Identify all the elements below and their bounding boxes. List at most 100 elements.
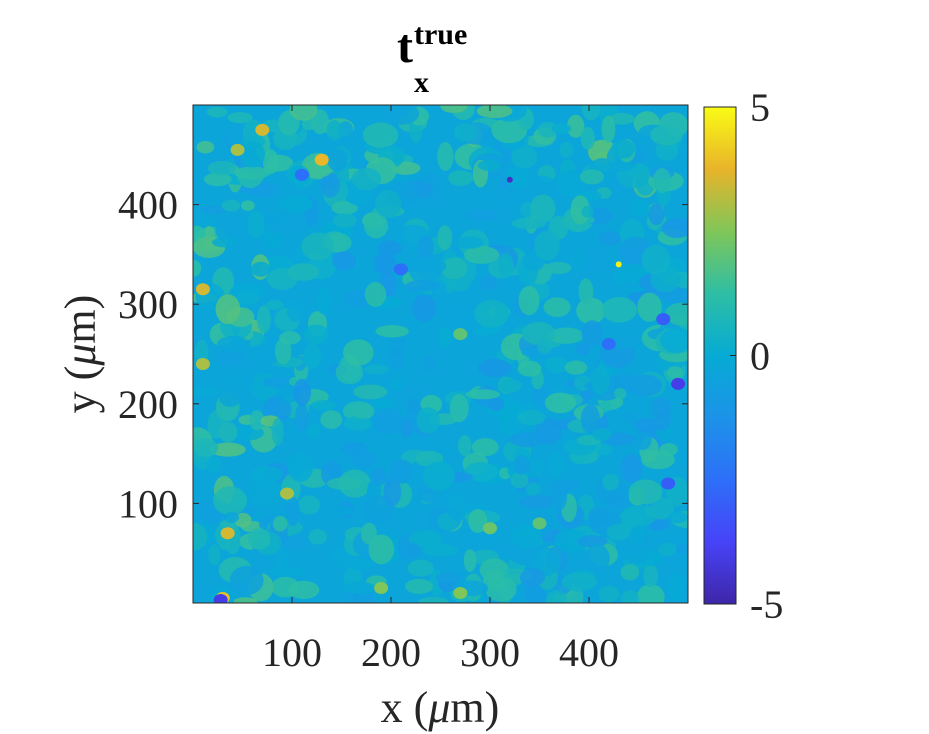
heatmap-cell — [485, 577, 517, 602]
heatmap-spot — [615, 261, 622, 268]
heatmap-cell — [251, 261, 271, 277]
heatmap-cell — [240, 141, 266, 168]
heatmap-cell — [390, 377, 403, 391]
heatmap-cell — [339, 594, 354, 603]
heatmap-cell — [256, 305, 271, 334]
y-tick-label: 200 — [118, 382, 178, 427]
heatmap-cell — [650, 124, 683, 146]
heatmap-cell — [545, 590, 568, 603]
heatmap-cell — [351, 403, 372, 419]
heatmap-cell — [511, 145, 538, 169]
heatmap-cell — [623, 543, 649, 565]
heatmap-cell — [279, 331, 301, 345]
heatmap-spot — [374, 582, 389, 595]
heatmap-cell — [193, 259, 202, 277]
heatmap-cell — [539, 105, 566, 121]
heatmap-cell — [660, 327, 688, 354]
heatmap-cell — [271, 418, 284, 446]
heatmap-cell — [416, 407, 440, 434]
heatmap-cell — [659, 443, 678, 457]
y-tick-label: 300 — [118, 282, 178, 327]
heatmap-cell — [343, 339, 374, 366]
heatmap-cell — [538, 121, 558, 138]
heatmap-spot — [661, 477, 676, 490]
heatmap-cell — [193, 438, 219, 458]
colorbar-ticks: 5 0 -5 — [730, 85, 783, 627]
heatmap-cell — [551, 483, 568, 511]
heatmap-cell — [534, 230, 560, 261]
heatmap-cell — [581, 105, 601, 121]
heatmap-cell — [206, 106, 228, 118]
heatmap-cell — [363, 364, 389, 375]
heatmap-cell — [422, 544, 459, 557]
heatmap-cell — [304, 324, 329, 345]
heatmap-cell — [221, 199, 241, 212]
heatmap-cell — [301, 232, 335, 261]
heatmap-cell — [561, 572, 597, 592]
heatmap-spot — [195, 357, 210, 370]
heatmap-cell — [655, 409, 672, 431]
heatmap-cell — [241, 200, 255, 211]
heatmap-cell — [448, 170, 473, 186]
heatmap-cell — [316, 287, 332, 315]
title-superscript: true — [414, 18, 467, 51]
heatmap-cell — [641, 244, 671, 275]
chart-title: t true x — [397, 18, 467, 99]
heatmap-cell — [218, 388, 242, 407]
heatmap-cell — [212, 237, 239, 248]
heatmap-cell — [384, 105, 420, 125]
heatmap-spot — [230, 143, 245, 156]
heatmap-cell — [537, 339, 553, 354]
x-tick-label: 100 — [262, 630, 322, 675]
x-tick-label: 400 — [559, 630, 619, 675]
heatmap-cell — [249, 284, 263, 297]
heatmap-cell — [544, 392, 577, 414]
heatmap-spot — [483, 522, 497, 535]
heatmap-cell — [667, 573, 685, 601]
heatmap-cell — [262, 149, 279, 175]
heatmap-cell — [478, 358, 512, 378]
heatmap-cell — [497, 253, 514, 279]
heatmap-cell — [598, 585, 620, 603]
heatmap-cell — [333, 213, 357, 228]
heatmap-cell — [193, 523, 208, 551]
heatmap-cell — [643, 564, 658, 588]
heatmap-cell — [453, 123, 478, 142]
heatmap-cell — [405, 280, 439, 292]
heatmap-spot — [255, 123, 270, 136]
heatmap-cell — [383, 477, 402, 507]
heatmap-cell — [295, 402, 309, 432]
heatmap-cell — [405, 434, 423, 449]
heatmap-cell — [455, 236, 484, 249]
x-axis-label: x (μm) — [381, 683, 500, 732]
heatmap-cell — [418, 596, 449, 603]
heatmap-cell — [343, 416, 372, 431]
heatmap-cell — [215, 294, 241, 325]
heatmap-cell — [446, 492, 468, 522]
heatmap-cell — [375, 325, 409, 338]
x-tick-label: 200 — [361, 630, 421, 675]
heatmap-cell — [326, 477, 362, 490]
heatmap-cell — [264, 209, 288, 234]
heatmap-spot — [601, 338, 616, 351]
heatmap-cell — [371, 467, 387, 486]
heatmap-cell — [535, 418, 562, 445]
heatmap-cell — [655, 140, 679, 161]
heatmap-cell — [668, 511, 688, 524]
heatmap-cell — [525, 482, 541, 496]
heatmap-cell — [476, 105, 513, 119]
heatmap-spot — [213, 594, 228, 603]
heatmap-cell — [285, 496, 300, 527]
colorbar-tick-label: -5 — [750, 582, 783, 627]
heatmap-cell — [519, 568, 545, 587]
heatmap-spot — [294, 168, 309, 181]
heatmap-cell — [568, 250, 587, 269]
heatmap-cell — [581, 320, 603, 347]
heatmap-cell — [412, 294, 437, 322]
heatmap-cell — [493, 188, 519, 210]
heatmap-cell — [287, 452, 314, 482]
heatmap-cell — [441, 257, 467, 280]
heatmap-spot — [453, 328, 468, 341]
heatmap-cell — [465, 389, 500, 400]
heatmap-cell — [581, 205, 594, 218]
